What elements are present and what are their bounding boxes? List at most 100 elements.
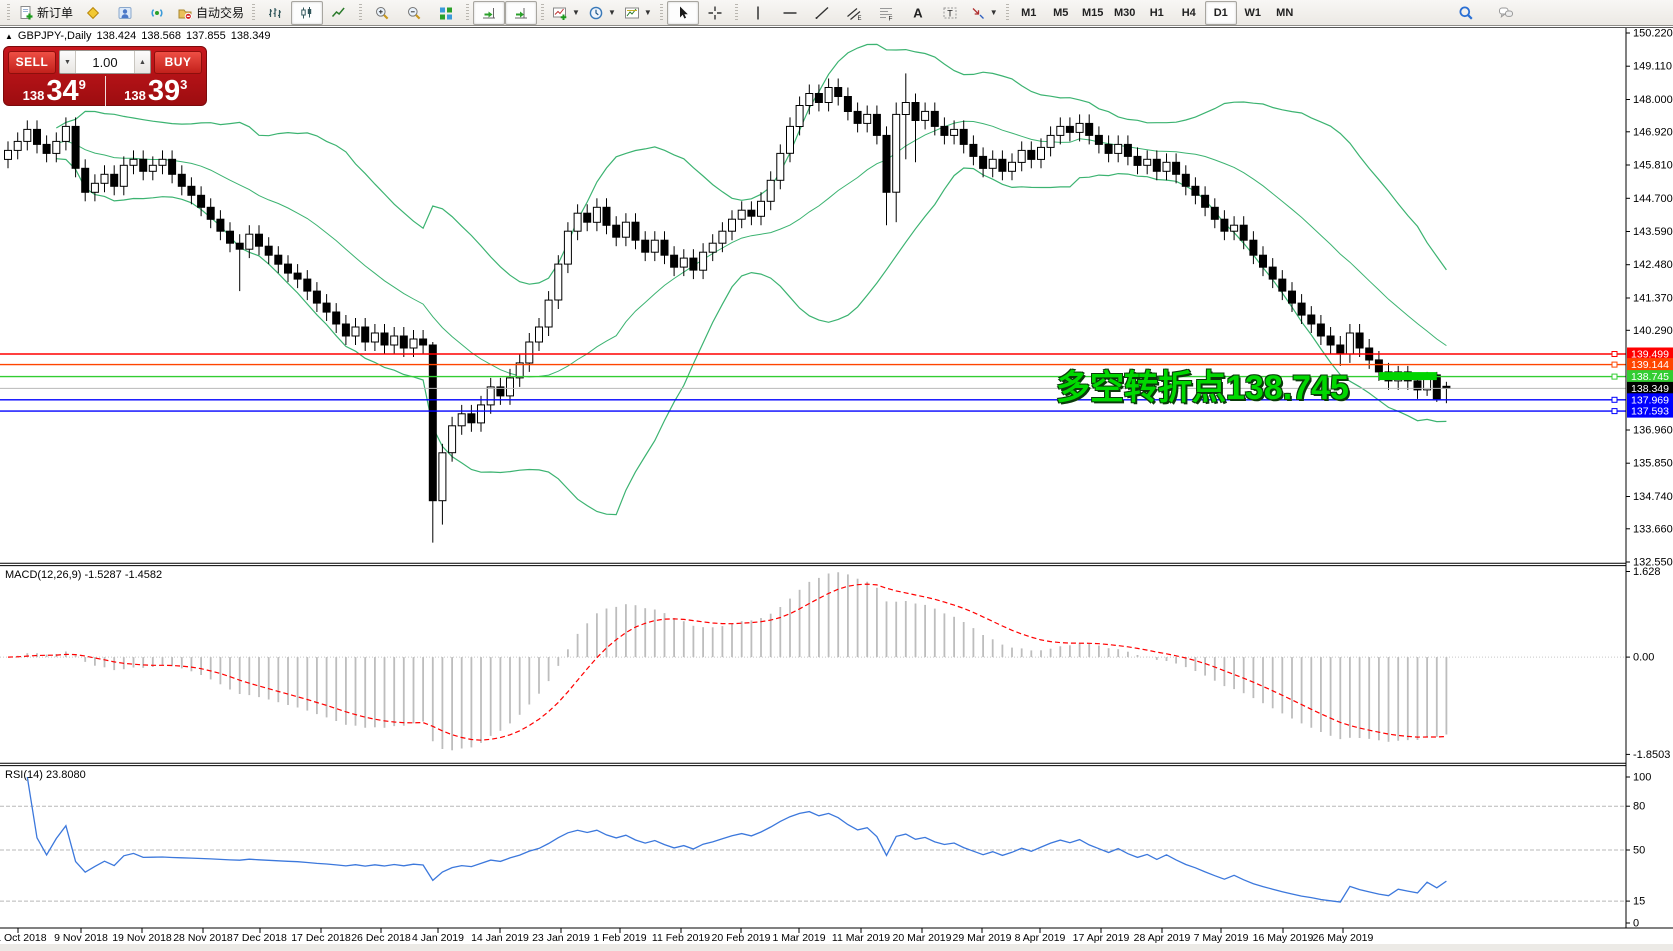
candles-icon	[301, 6, 312, 18]
line-chart-button[interactable]	[323, 1, 355, 25]
svg-text:28 Apr 2019: 28 Apr 2019	[1134, 932, 1191, 944]
metaeditor-button[interactable]	[77, 1, 109, 25]
panel-separators	[0, 27, 1673, 929]
svg-text:139.499: 139.499	[1631, 349, 1669, 361]
autotrading-icon	[178, 9, 192, 20]
svg-text:1.628: 1.628	[1633, 566, 1661, 578]
svg-text:146.920: 146.920	[1633, 126, 1673, 138]
horizontal-price-lines[interactable]	[0, 351, 1626, 415]
svg-text:142.480: 142.480	[1633, 259, 1673, 271]
chat-button[interactable]	[1490, 1, 1522, 25]
support-zone-bar[interactable]	[1378, 372, 1437, 381]
volume-up-button[interactable]: ▲	[134, 51, 150, 73]
auto-scroll-button[interactable]	[473, 0, 506, 25]
macd-panel[interactable]	[0, 572, 1626, 751]
volume-down-button[interactable]: ▼	[60, 51, 76, 73]
label-button[interactable]: T	[934, 1, 966, 25]
vertical-line-button[interactable]	[742, 1, 774, 25]
sell-price[interactable]: 138 34 9	[4, 76, 105, 107]
svg-text:133.660: 133.660	[1633, 523, 1673, 535]
channel-button[interactable]: E	[838, 1, 870, 25]
vline-icon	[757, 6, 759, 19]
periods-button[interactable]: ▼	[584, 1, 620, 25]
crosshair-button[interactable]	[699, 1, 731, 25]
fibo-icon: F	[879, 7, 892, 21]
svg-text:138.349: 138.349	[1631, 383, 1669, 395]
fibonacci-button[interactable]: F	[870, 1, 902, 25]
svg-text:17 Apr 2019: 17 Apr 2019	[1073, 932, 1130, 944]
svg-text:80: 80	[1633, 801, 1645, 813]
horizontal-line-button[interactable]	[774, 1, 806, 25]
tf-h1[interactable]: H1	[1149, 6, 1164, 19]
templates-button[interactable]: ▼	[620, 1, 656, 25]
buy-price[interactable]: 138 39 3	[104, 75, 207, 108]
autotrading-button[interactable]: 自动交易	[173, 1, 248, 25]
sell-price-big: 34	[46, 75, 79, 108]
buy-price-prefix: 138	[124, 88, 146, 103]
svg-text:1 Feb 2019: 1 Feb 2019	[593, 932, 646, 944]
candlestick-series	[4, 73, 1451, 543]
signals-icon	[151, 8, 163, 17]
chevron-down-icon: ▼	[643, 8, 652, 17]
toolbar-group-handle	[359, 3, 363, 22]
labelT-icon: T	[943, 7, 957, 18]
channel-icon: E	[846, 7, 861, 21]
volume-value[interactable]: 1.00	[92, 54, 118, 70]
line-icon	[331, 7, 345, 17]
tf-d1[interactable]: D1	[1204, 0, 1237, 25]
crosshair-icon	[708, 6, 722, 19]
zoom-out-button[interactable]	[398, 1, 430, 25]
svg-text:1 Mar 2019: 1 Mar 2019	[772, 932, 825, 944]
collapse-triangle-icon[interactable]: ▲	[5, 31, 13, 41]
ohlc-close: 138.349	[230, 30, 271, 42]
svg-text:148.000: 148.000	[1633, 94, 1673, 106]
new-order-button[interactable]: 新订单	[14, 1, 77, 25]
tf-mn[interactable]: MN	[1276, 6, 1294, 19]
templates-icon	[624, 7, 639, 18]
cursor-button[interactable]	[666, 0, 699, 25]
macd-indicator-label: MACD(12,26,9) -1.5287 -1.4582	[5, 569, 163, 581]
indicators-button[interactable]: ▼	[548, 1, 584, 25]
price-axis[interactable]: 150.220 149.110 148.000 146.920 145.810 144.7…	[1626, 28, 1673, 930]
tf-w1[interactable]: W1	[1244, 6, 1261, 19]
tf-h4[interactable]: H4	[1181, 6, 1196, 19]
svg-text:141.370: 141.370	[1633, 293, 1673, 305]
svg-text:26 Dec 2018: 26 Dec 2018	[351, 932, 411, 944]
chart-shift-button[interactable]	[505, 0, 538, 25]
trendline-button[interactable]	[806, 1, 838, 25]
zoom-in-button[interactable]	[366, 1, 398, 25]
svg-text:F: F	[888, 15, 892, 21]
tile-windows-button[interactable]	[430, 1, 462, 25]
tf-m15[interactable]: M15	[1082, 6, 1104, 19]
svg-text:50: 50	[1633, 845, 1645, 857]
textA-icon: A	[913, 5, 923, 20]
svg-text:0: 0	[1633, 918, 1639, 930]
svg-text:20 Mar 2019: 20 Mar 2019	[893, 932, 952, 944]
tf-m30[interactable]: M30	[1114, 6, 1136, 19]
svg-text:143.590: 143.590	[1633, 226, 1673, 238]
hline-icon	[783, 11, 797, 14]
ohlc-low: 137.855	[186, 30, 226, 42]
text-button[interactable]: A	[902, 1, 934, 25]
svg-text:17 Dec 2018: 17 Dec 2018	[291, 932, 351, 944]
svg-text:145.810: 145.810	[1633, 160, 1673, 172]
arrows-button[interactable]: ▼	[966, 1, 1002, 25]
buy-button[interactable]: BUY	[154, 50, 202, 74]
buy-price-big: 39	[147, 75, 181, 108]
rsi-panel[interactable]	[0, 776, 1626, 903]
bar-chart-button[interactable]	[259, 1, 291, 25]
tf-m5[interactable]: M5	[1053, 6, 1069, 19]
search-button[interactable]	[1450, 1, 1482, 25]
symbol-name: GBPJPY-,Daily	[17, 30, 92, 42]
candlestick-button[interactable]	[291, 0, 324, 25]
trendline-icon	[815, 6, 829, 19]
tf-m1[interactable]: M1	[1021, 6, 1037, 19]
svg-text:132.550: 132.550	[1633, 557, 1673, 569]
bars-icon	[269, 7, 282, 18]
chart-shift-icon	[515, 7, 528, 18]
community-button[interactable]	[109, 1, 141, 25]
sell-button[interactable]: SELL	[8, 50, 56, 74]
signals-button[interactable]	[141, 1, 173, 25]
